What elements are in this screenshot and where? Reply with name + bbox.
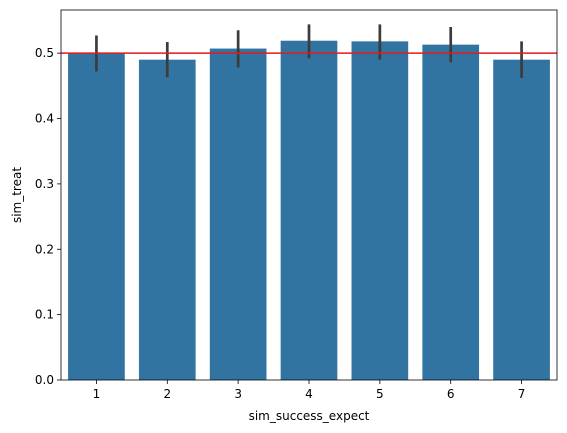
bars-group bbox=[68, 40, 550, 381]
bar-1 bbox=[68, 53, 125, 381]
y-tick-label-1: 0.1 bbox=[35, 308, 54, 322]
y-tick-label-5: 0.5 bbox=[35, 46, 54, 60]
x-tick-label-6: 6 bbox=[447, 387, 455, 401]
y-tick-label-3: 0.3 bbox=[35, 177, 54, 191]
bar-5 bbox=[351, 41, 409, 381]
y-tick-label-2: 0.2 bbox=[35, 242, 54, 256]
bar-6 bbox=[422, 44, 480, 381]
y-tick-label-0: 0.0 bbox=[35, 373, 54, 387]
y-axis-label: sim_treat bbox=[10, 167, 24, 223]
x-tick-label-3: 3 bbox=[234, 387, 242, 401]
x-tick-label-2: 2 bbox=[163, 387, 171, 401]
x-tick-label-1: 1 bbox=[93, 387, 101, 401]
x-axis-ticks: 1 2 3 4 5 6 7 bbox=[93, 380, 526, 401]
bar-4 bbox=[280, 40, 338, 381]
bar-2 bbox=[138, 59, 196, 381]
x-axis-label: sim_success_expect bbox=[249, 409, 370, 423]
x-tick-label-7: 7 bbox=[518, 387, 526, 401]
y-tick-label-4: 0.4 bbox=[35, 112, 54, 126]
y-axis-ticks: 0.0 0.1 0.2 0.3 0.4 0.5 bbox=[35, 46, 61, 387]
x-tick-label-4: 4 bbox=[305, 387, 313, 401]
x-tick-label-5: 5 bbox=[376, 387, 384, 401]
bar-3 bbox=[209, 48, 267, 380]
bar-7 bbox=[493, 59, 550, 381]
